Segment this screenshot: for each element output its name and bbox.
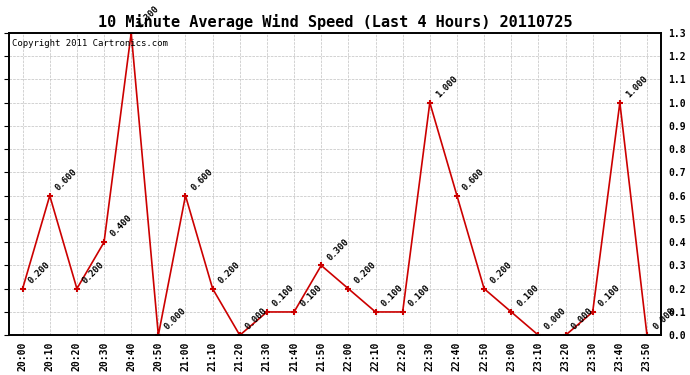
Text: 0.100: 0.100 [515,283,541,309]
Text: 0.200: 0.200 [489,260,513,285]
Title: 10 Minute Average Wind Speed (Last 4 Hours) 20110725: 10 Minute Average Wind Speed (Last 4 Hou… [97,14,572,30]
Text: 0.100: 0.100 [298,283,324,309]
Text: 0.100: 0.100 [597,283,622,309]
Text: 1.000: 1.000 [624,74,649,99]
Text: 0.400: 0.400 [108,213,133,239]
Text: 0.000: 0.000 [244,306,269,332]
Text: 0.600: 0.600 [461,167,486,192]
Text: 0.100: 0.100 [380,283,405,309]
Text: 0.000: 0.000 [570,306,595,332]
Text: Copyright 2011 Cartronics.com: Copyright 2011 Cartronics.com [12,39,168,48]
Text: 0.100: 0.100 [271,283,297,309]
Text: 0.600: 0.600 [190,167,215,192]
Text: 0.300: 0.300 [325,237,351,262]
Text: 0.200: 0.200 [27,260,52,285]
Text: 1.000: 1.000 [434,74,460,99]
Text: 0.200: 0.200 [353,260,378,285]
Text: 0.200: 0.200 [217,260,242,285]
Text: 0.600: 0.600 [54,167,79,192]
Text: 0.000: 0.000 [162,306,188,332]
Text: 0.000: 0.000 [651,306,676,332]
Text: 1.300: 1.300 [135,4,161,29]
Text: 0.200: 0.200 [81,260,106,285]
Text: 0.100: 0.100 [406,283,432,309]
Text: 0.000: 0.000 [542,306,568,332]
